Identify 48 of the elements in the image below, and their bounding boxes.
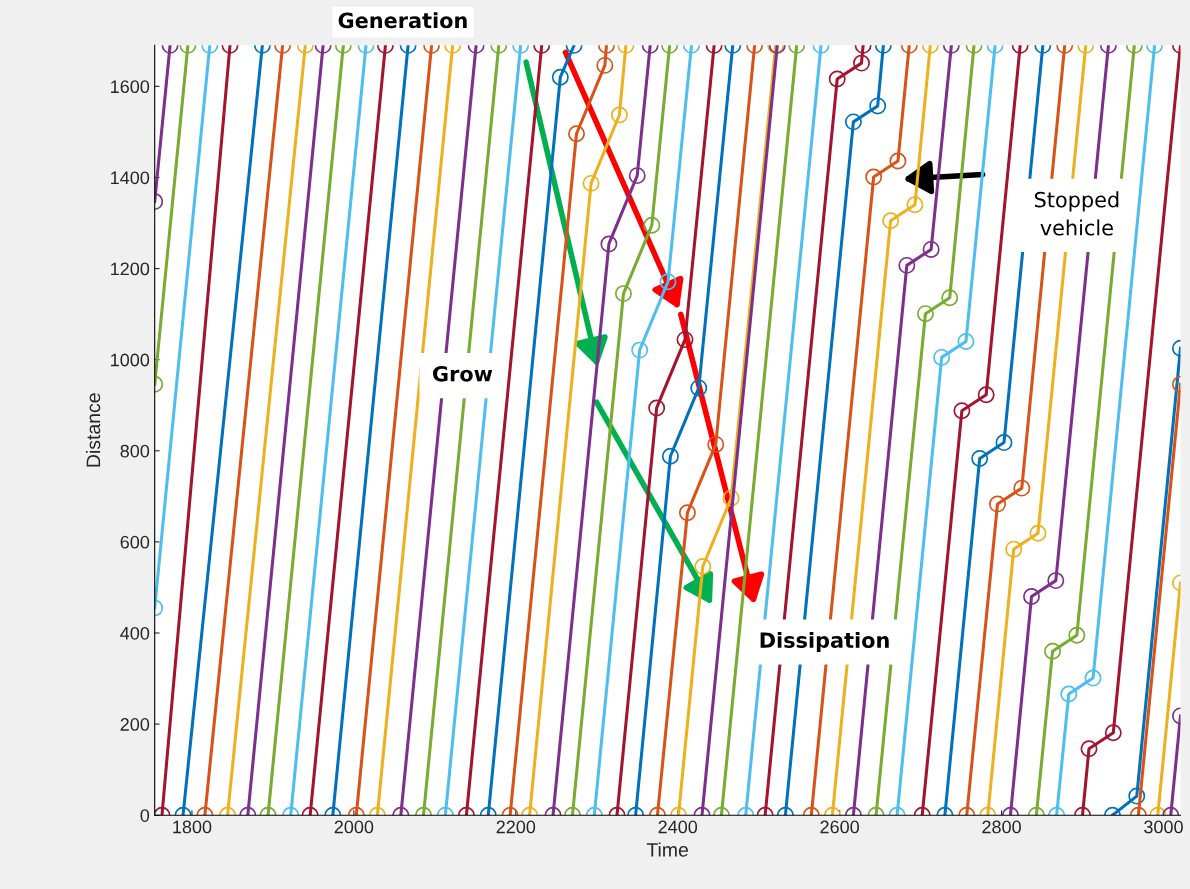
y-tick-label: 0 xyxy=(140,809,150,822)
point xyxy=(631,341,649,359)
point xyxy=(722,489,740,507)
y-tick-label: 800 xyxy=(120,444,150,458)
point xyxy=(989,495,1006,513)
y-tick-label: 600 xyxy=(120,535,150,549)
point xyxy=(941,289,959,307)
y-tick-label: 1400 xyxy=(111,171,150,185)
x-tick-label: 2600 xyxy=(820,820,860,834)
point xyxy=(614,285,632,303)
x-tick-label: 2200 xyxy=(496,820,536,834)
point xyxy=(882,212,900,230)
point xyxy=(953,402,971,420)
point xyxy=(694,558,712,575)
point xyxy=(995,434,1013,452)
y-tick-label: 200 xyxy=(120,718,150,731)
point xyxy=(916,305,934,323)
annotation: Dissipation xyxy=(760,631,889,653)
annotation: Stopped vehicle xyxy=(1034,191,1119,236)
point xyxy=(933,348,951,366)
y-axis-title: Distance xyxy=(86,393,101,467)
point xyxy=(971,450,989,467)
point xyxy=(661,447,679,465)
y-tick-label: 400 xyxy=(120,626,150,640)
point xyxy=(707,435,725,453)
point xyxy=(676,331,694,349)
point xyxy=(690,379,708,397)
x-tick-label: 2800 xyxy=(982,820,1021,834)
y-tick-label: 1200 xyxy=(111,262,150,276)
y-tick-label: 1600 xyxy=(111,80,150,94)
point xyxy=(957,332,975,350)
x-tick-label: 3000 xyxy=(1144,820,1183,834)
x-axis-title: Time xyxy=(646,842,688,857)
x-tick-label: 2400 xyxy=(658,820,698,834)
annotation: Grow xyxy=(433,365,493,382)
x-tick-label: 2000 xyxy=(334,820,374,834)
point xyxy=(1005,540,1023,558)
x-tick-label: 1800 xyxy=(173,820,212,834)
point xyxy=(678,504,696,522)
point xyxy=(1013,479,1031,497)
point xyxy=(977,386,995,404)
point xyxy=(659,273,677,291)
point xyxy=(1029,524,1047,542)
point xyxy=(600,235,618,253)
y-tick-label: 1000 xyxy=(111,353,150,367)
point xyxy=(1068,626,1086,644)
text: Generation xyxy=(338,12,467,29)
point xyxy=(648,399,666,417)
